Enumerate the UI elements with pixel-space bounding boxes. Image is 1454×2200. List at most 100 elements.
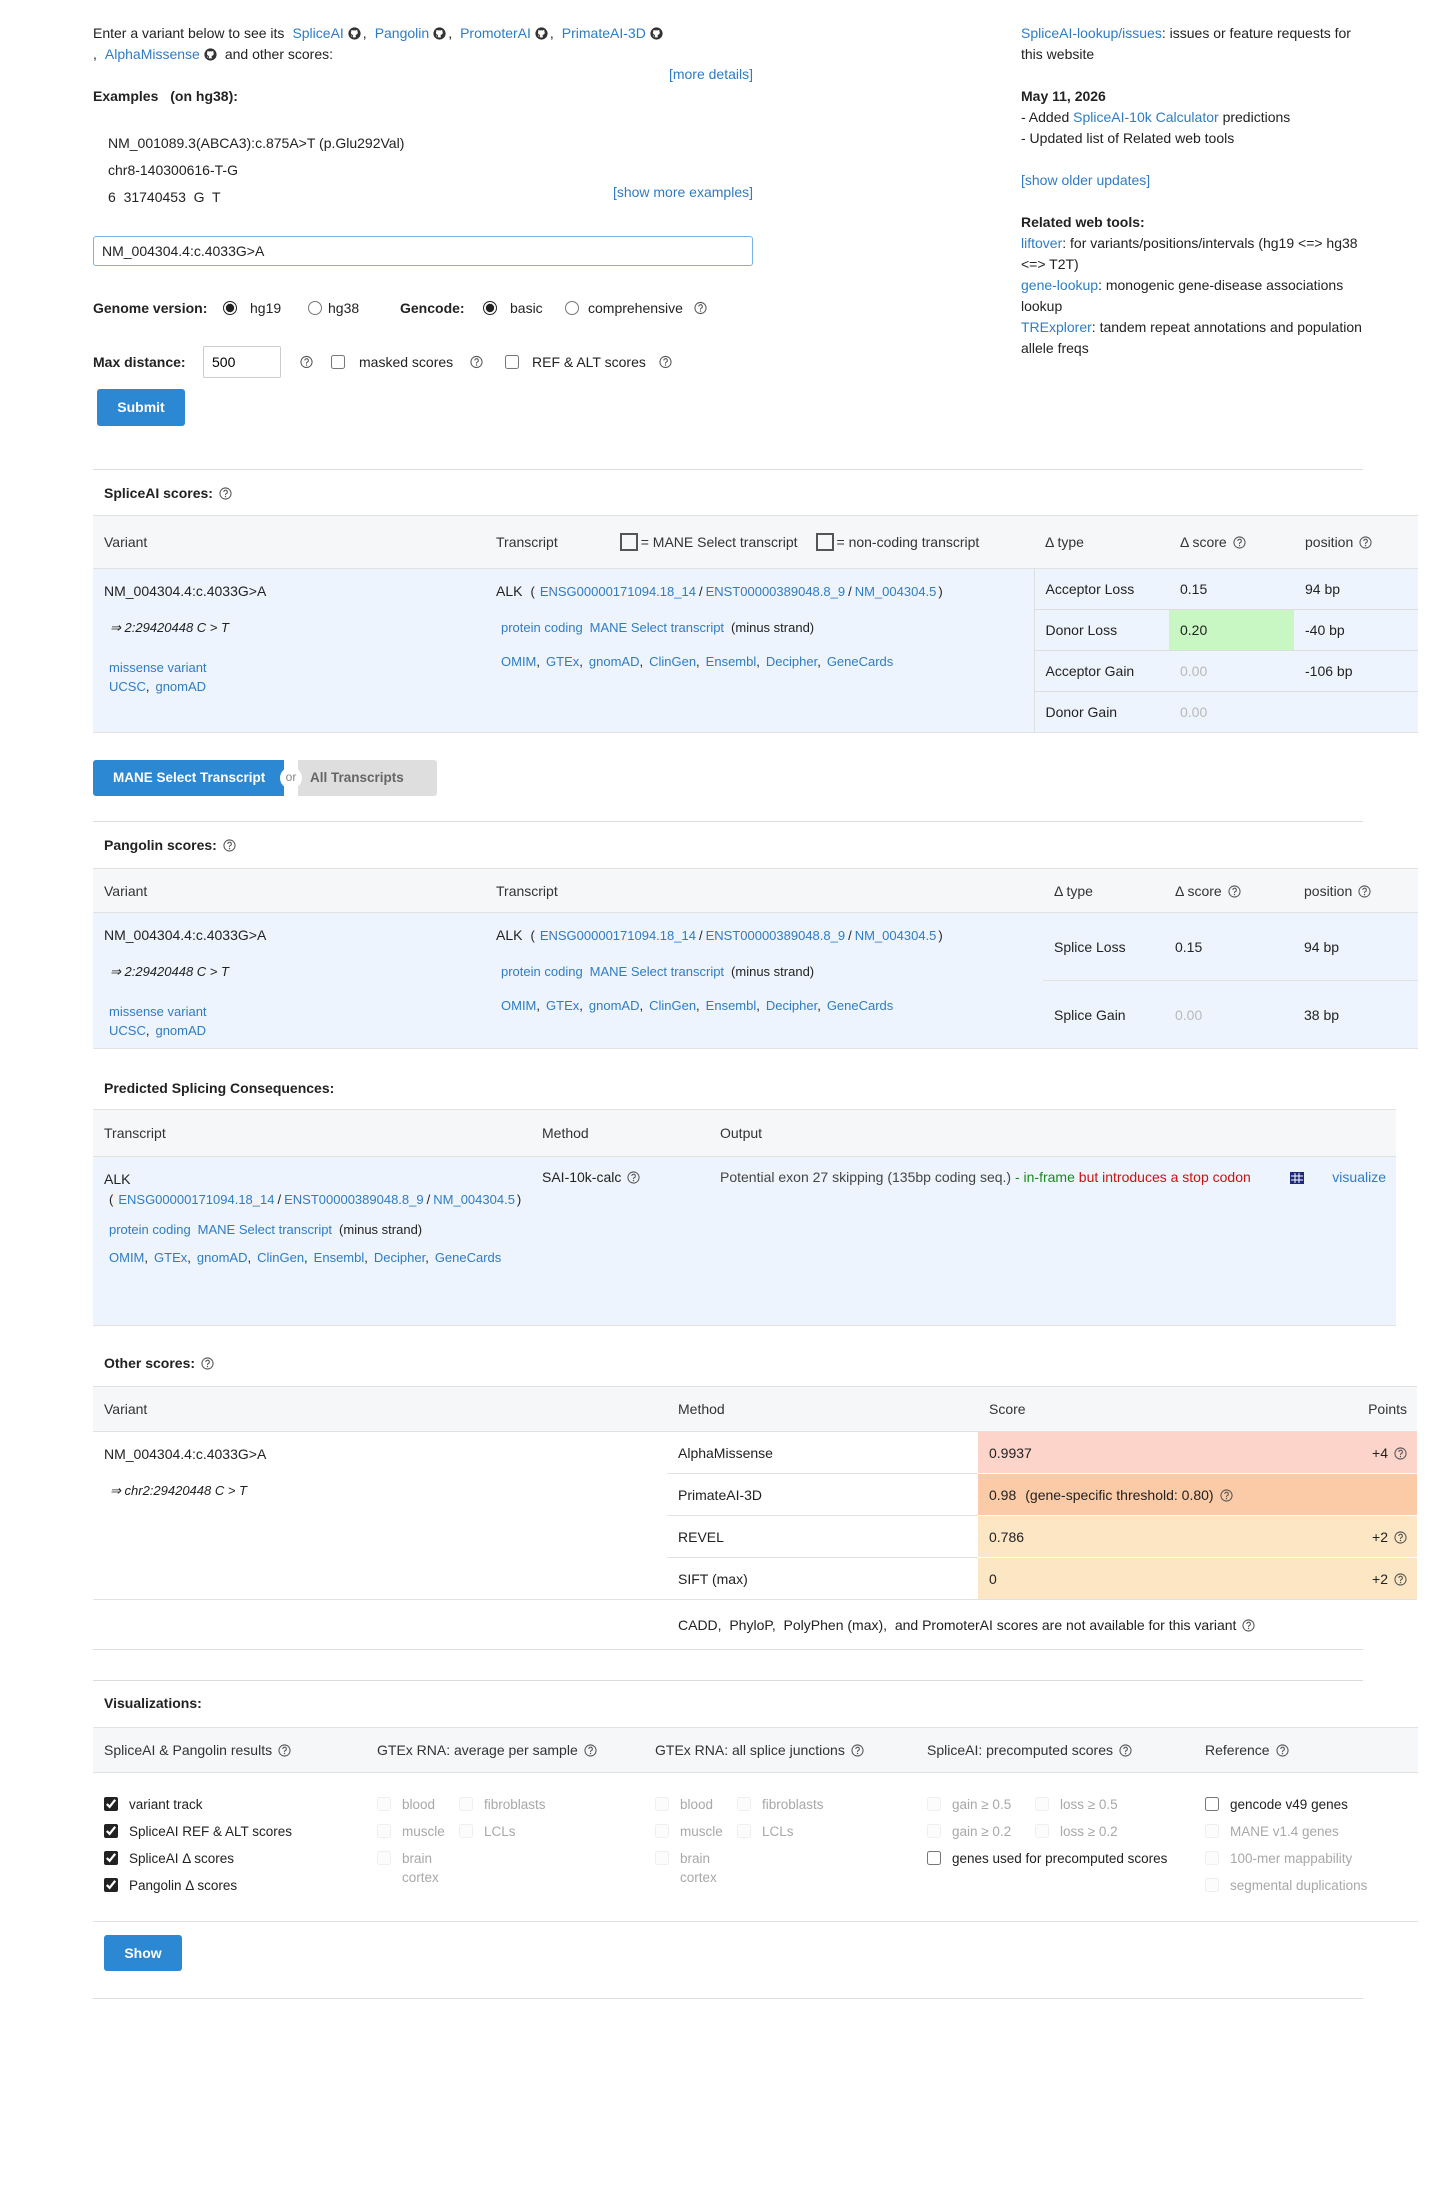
help-icon[interactable] xyxy=(1358,885,1371,898)
checkbox[interactable] xyxy=(104,1878,118,1892)
help-icon[interactable] xyxy=(1228,885,1241,898)
help-icon[interactable] xyxy=(1394,1447,1407,1460)
link[interactable]: OMIM xyxy=(501,654,537,669)
link[interactable]: OMIM xyxy=(109,1250,145,1265)
checkbox[interactable] xyxy=(104,1851,118,1865)
link[interactable]: ClinGen xyxy=(649,998,697,1013)
radio[interactable] xyxy=(308,301,322,315)
link[interactable]: PromoterAI xyxy=(460,25,531,41)
link[interactable]: gnomAD xyxy=(588,998,640,1013)
help-icon[interactable] xyxy=(1119,1744,1132,1757)
help-icon[interactable] xyxy=(470,356,483,369)
help-icon[interactable] xyxy=(1359,536,1372,549)
radio[interactable] xyxy=(565,301,579,315)
help-icon[interactable] xyxy=(1394,1573,1407,1586)
help-icon[interactable] xyxy=(201,1355,214,1368)
link[interactable]: Decipher xyxy=(765,998,818,1013)
help-icon[interactable] xyxy=(1394,1531,1407,1544)
toggle-option[interactable]: All Transcripts xyxy=(298,760,437,796)
link[interactable]: liftover xyxy=(1021,235,1063,251)
example[interactable]: 6 31740453 G T xyxy=(108,189,221,205)
help-icon[interactable] xyxy=(694,302,707,315)
link[interactable]: NM_004304.5 xyxy=(433,1192,515,1207)
link[interactable]: gene-lookup xyxy=(1021,277,1099,293)
help-icon[interactable] xyxy=(223,837,236,850)
github-icon[interactable] xyxy=(433,25,446,38)
link[interactable]: UCSC xyxy=(109,1023,146,1038)
link[interactable]: ENSG00000171094.18_14 xyxy=(118,1192,275,1207)
option[interactable]: SpliceAI REF & ALT scores xyxy=(104,1822,366,1841)
grid-icon[interactable] xyxy=(1290,1171,1304,1183)
example[interactable]: NM_001089.3(ABCA3):c.875A>T (p.Glu292Val… xyxy=(108,135,405,151)
link[interactable]: ENSG00000171094.18_14 xyxy=(539,584,696,599)
help-icon[interactable] xyxy=(627,1171,640,1184)
checkbox[interactable] xyxy=(927,1851,941,1865)
link[interactable]: ENST00000389048.8_9 xyxy=(284,1192,424,1207)
link[interactable]: UCSC xyxy=(109,679,146,694)
link[interactable]: ClinGen xyxy=(257,1250,305,1265)
link[interactable]: MANE Select transcript xyxy=(589,964,725,979)
toggle-option[interactable]: MANE Select Transcript xyxy=(93,760,284,796)
link[interactable]: GeneCards xyxy=(826,654,894,669)
link[interactable]: MANE Select transcript xyxy=(197,1222,333,1237)
help-icon[interactable] xyxy=(1276,1744,1289,1757)
checkbox[interactable] xyxy=(1205,1797,1219,1811)
option[interactable]: gencode v49 genes xyxy=(1205,1795,1418,1814)
submit-button[interactable]: Submit xyxy=(97,389,185,426)
link[interactable]: MANE Select transcript xyxy=(589,620,725,635)
help-icon[interactable] xyxy=(1242,1619,1255,1632)
link[interactable]: protein coding xyxy=(501,620,583,635)
link[interactable]: protein coding xyxy=(109,1222,191,1237)
option[interactable]: SpliceAI Δ scores xyxy=(104,1849,366,1868)
link[interactable]: GTEx xyxy=(546,998,580,1013)
link[interactable]: missense variant xyxy=(109,660,207,675)
update-link[interactable]: SpliceAI-10k Calculator xyxy=(1073,109,1219,125)
option[interactable]: genes used for precomputed scores xyxy=(927,1849,1194,1868)
show-button[interactable]: Show xyxy=(104,1935,182,1971)
checkbox[interactable] xyxy=(331,355,345,369)
option[interactable]: variant track xyxy=(104,1795,366,1814)
link[interactable]: Decipher xyxy=(765,654,818,669)
github-icon[interactable] xyxy=(535,25,548,38)
issues-link[interactable]: SpliceAI-lookup/issues xyxy=(1021,25,1162,41)
link[interactable]: gnomAD xyxy=(588,654,640,669)
link[interactable]: Ensembl xyxy=(313,1250,365,1265)
link[interactable]: Ensembl xyxy=(705,654,757,669)
help-icon[interactable] xyxy=(851,1744,864,1757)
checkbox[interactable] xyxy=(505,355,519,369)
github-icon[interactable] xyxy=(650,25,663,38)
link[interactable]: PrimateAI-3D xyxy=(561,25,646,41)
more-details-link[interactable]: [more details] xyxy=(668,66,753,82)
help-icon[interactable] xyxy=(1220,1489,1233,1502)
link[interactable]: GTEx xyxy=(154,1250,188,1265)
link[interactable]: ENST00000389048.8_9 xyxy=(705,928,846,943)
variant-input[interactable] xyxy=(93,236,753,266)
link[interactable]: GeneCards xyxy=(434,1250,502,1265)
link[interactable]: gnomAD xyxy=(155,1023,207,1038)
help-icon[interactable] xyxy=(278,1744,291,1757)
max-distance-input[interactable] xyxy=(203,346,281,378)
checkbox[interactable] xyxy=(104,1797,118,1811)
checkbox[interactable] xyxy=(104,1824,118,1838)
link[interactable]: gnomAD xyxy=(196,1250,248,1265)
link[interactable]: AlphaMissense xyxy=(104,46,200,62)
link[interactable]: Decipher xyxy=(373,1250,426,1265)
link[interactable]: ClinGen xyxy=(649,654,697,669)
link[interactable]: GTEx xyxy=(546,654,580,669)
link[interactable]: OMIM xyxy=(501,998,537,1013)
link[interactable]: Ensembl xyxy=(705,998,757,1013)
link[interactable]: SpliceAI xyxy=(292,25,344,41)
help-icon[interactable] xyxy=(659,356,672,369)
option[interactable]: Pangolin Δ scores xyxy=(104,1876,366,1895)
github-icon[interactable] xyxy=(348,25,361,38)
link[interactable]: GeneCards xyxy=(826,998,894,1013)
link[interactable]: ENSG00000171094.18_14 xyxy=(539,928,696,943)
help-icon[interactable] xyxy=(584,1744,597,1757)
link[interactable]: Pangolin xyxy=(374,25,430,41)
link[interactable]: gnomAD xyxy=(155,679,207,694)
link[interactable]: visualize xyxy=(1332,1169,1386,1185)
help-icon[interactable] xyxy=(219,485,232,498)
show-more-examples[interactable]: [show more examples] xyxy=(612,184,753,200)
link[interactable]: NM_004304.5 xyxy=(854,928,937,943)
link[interactable]: missense variant xyxy=(109,1004,207,1019)
